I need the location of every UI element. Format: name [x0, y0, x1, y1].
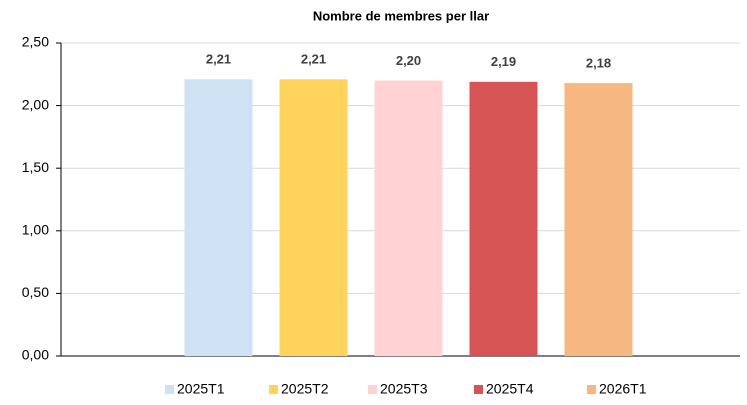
value-label: 2,18 [586, 56, 611, 71]
chart-title: Nombre de membres per llar [313, 8, 489, 23]
value-label: 2,21 [301, 52, 326, 67]
bar [564, 83, 633, 357]
y-tick-label: 0,00 [22, 347, 49, 363]
legend-swatch [269, 385, 278, 394]
legend-label: 2025T3 [380, 381, 428, 397]
bar [469, 81, 538, 356]
y-tick-label: 2,00 [22, 96, 49, 112]
legend-swatch [368, 385, 377, 394]
y-tick-label: 1,50 [22, 159, 49, 175]
legend-label: 2025T4 [486, 381, 534, 397]
bar [184, 79, 253, 357]
legend-label: 2025T2 [281, 381, 329, 397]
value-label: 2,19 [491, 54, 516, 69]
y-tick-label: 1,00 [22, 222, 49, 238]
value-label: 2,20 [396, 53, 421, 68]
y-tick-label: 0,50 [22, 284, 49, 300]
value-label: 2,21 [206, 52, 231, 67]
bar [374, 80, 443, 356]
legend-label: 2025T1 [177, 381, 225, 397]
legend-swatch [165, 385, 174, 394]
bar [279, 79, 348, 357]
y-tick-label: 2,50 [22, 34, 49, 50]
legend-swatch [587, 385, 596, 394]
legend-label: 2026T1 [599, 381, 647, 397]
legend-swatch [474, 385, 483, 394]
